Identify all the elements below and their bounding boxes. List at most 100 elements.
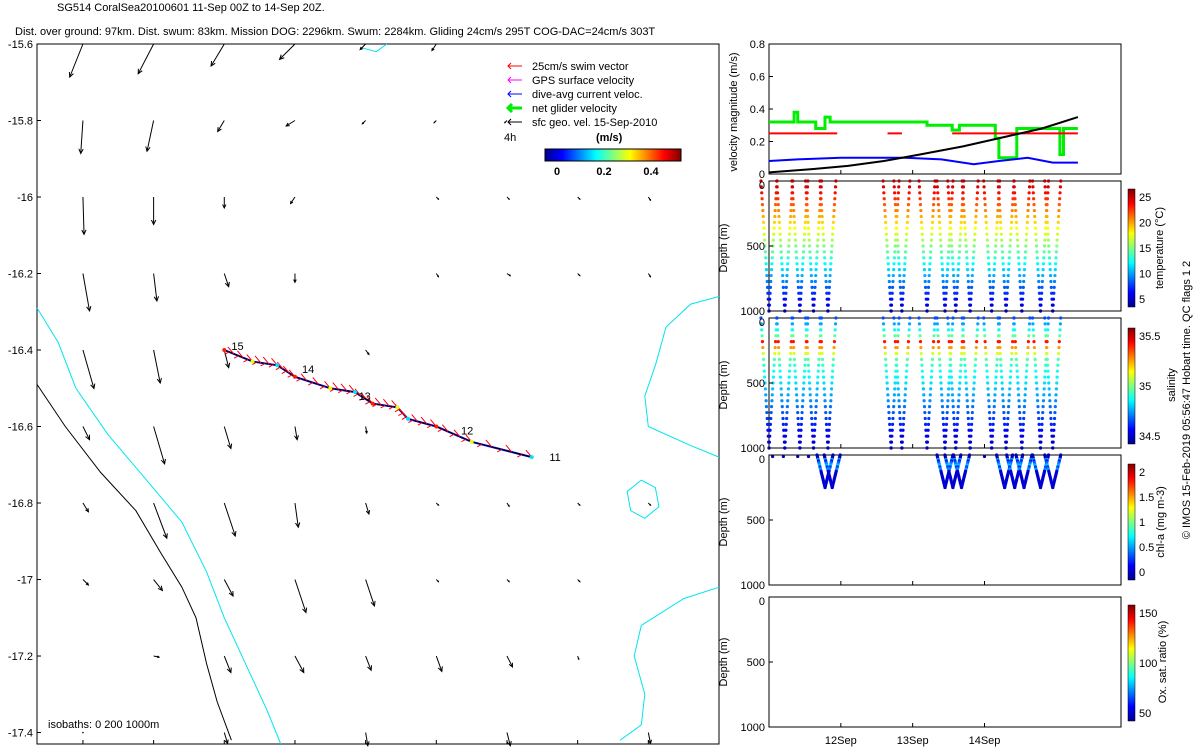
profile-point <box>884 220 888 224</box>
geo-vector <box>82 196 85 235</box>
profile-point <box>923 273 927 278</box>
profile-point <box>960 322 965 326</box>
geo-vector-head <box>160 458 166 466</box>
profile-point <box>1023 399 1027 403</box>
profile-point <box>801 387 806 391</box>
profile-point <box>974 208 978 213</box>
geo-vector-head <box>364 430 368 435</box>
profile-point <box>949 203 954 207</box>
profile-point <box>833 185 838 189</box>
geo-vector <box>153 426 166 465</box>
profile-point <box>995 357 999 361</box>
profile-point <box>970 279 974 284</box>
geo-vector-head <box>503 121 506 124</box>
profile-point <box>768 285 773 289</box>
geo-vector <box>223 655 232 673</box>
profile-point <box>1031 191 1035 195</box>
profile-point <box>896 381 900 385</box>
geo-vector-head <box>370 600 376 608</box>
profile-point <box>1021 291 1025 295</box>
profile-point <box>1006 279 1010 284</box>
profile-point <box>939 238 943 242</box>
dive-label: 11 <box>549 452 560 464</box>
profile-point <box>930 226 934 230</box>
profile-point <box>789 214 793 219</box>
profile-point <box>935 316 939 320</box>
profile-point <box>1012 179 1016 183</box>
profile-point <box>999 363 1003 367</box>
profile-point <box>920 232 924 236</box>
profile-point <box>987 399 991 403</box>
profile-point <box>793 369 797 373</box>
profile-point <box>781 285 785 289</box>
profile-point <box>1026 214 1030 219</box>
profile-point <box>784 428 788 432</box>
profile-point <box>894 357 899 361</box>
profile-point <box>764 405 769 409</box>
profile-point <box>906 351 910 356</box>
geo-vector <box>294 502 299 528</box>
profile-point <box>829 256 833 260</box>
profile-point <box>1053 410 1057 415</box>
profile-point <box>957 393 961 397</box>
profile-point <box>1042 393 1046 397</box>
profile-point <box>800 410 804 415</box>
swim-vector <box>411 414 418 422</box>
map-y-tick-label: -17.4 <box>8 728 33 740</box>
profile-point <box>801 393 805 397</box>
profile-point <box>1056 357 1060 361</box>
profile-point <box>1046 185 1050 189</box>
profile-point <box>904 381 908 385</box>
profile-point <box>994 375 998 379</box>
profile-point <box>1047 381 1051 385</box>
profile-point <box>982 454 987 459</box>
geo-vector-head <box>85 508 90 513</box>
swim-vector <box>268 364 274 368</box>
depth-tick-label: 500 <box>747 657 765 669</box>
profile-point <box>983 340 987 344</box>
profile-point <box>999 357 1003 361</box>
profile-point <box>892 268 896 272</box>
geo-vector <box>153 349 161 384</box>
geo-vector <box>647 732 652 744</box>
profile-point <box>957 250 962 254</box>
legend-item-gps-velocity: GPS surface velocity <box>507 75 635 87</box>
profile-point <box>826 309 830 313</box>
profile-point <box>1024 244 1028 248</box>
profile-point <box>964 381 968 385</box>
profile-point <box>963 220 967 224</box>
profile-point <box>1044 208 1049 213</box>
profile-point <box>828 410 832 415</box>
profile-point <box>893 250 897 254</box>
profile-point <box>1027 328 1031 332</box>
profile-point <box>1013 197 1017 201</box>
profile-point <box>811 309 816 313</box>
profile-point <box>765 285 770 289</box>
profile-point <box>881 185 886 189</box>
profile-point <box>779 256 784 260</box>
profile-point <box>957 399 961 403</box>
profile-point <box>810 422 814 426</box>
profile-point <box>959 351 964 356</box>
geo-vector-head <box>361 122 365 125</box>
profile-point <box>946 328 951 332</box>
profile-point <box>1034 238 1038 242</box>
profile-point <box>997 191 1001 195</box>
profile-point <box>1049 416 1053 421</box>
profile-point <box>1020 434 1025 438</box>
profile-point <box>792 220 797 224</box>
profile-point <box>933 322 937 326</box>
profile-point <box>775 191 780 195</box>
profile-point <box>1027 322 1032 326</box>
profile-point <box>1014 208 1018 213</box>
profile-point <box>893 334 897 338</box>
velocity-y-axis: 00.20.40.60.8 <box>750 39 773 181</box>
profile-point <box>975 340 979 344</box>
profile-point <box>763 381 767 385</box>
swim-vector <box>233 355 239 359</box>
profile-point <box>1022 279 1026 284</box>
profile-point <box>891 273 895 278</box>
profile-point <box>829 250 834 254</box>
profile-point <box>887 273 891 278</box>
geo-vector-head <box>225 362 231 369</box>
